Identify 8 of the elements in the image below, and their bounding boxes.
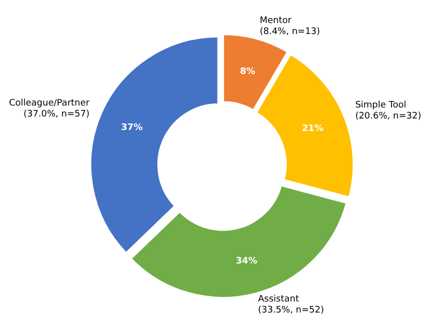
slice-label: Simple Tool (20.6%, n=32) — [355, 100, 422, 122]
data-label: 37% — [121, 123, 143, 134]
slice-label: Assistant (33.5%, n=52) — [258, 294, 324, 316]
data-label: 21% — [302, 124, 324, 134]
data-label: 8% — [240, 66, 256, 77]
slice-label: Colleague/Partner (37.0%, n=57) — [8, 99, 90, 120]
slice-label: Mentor (8.4%, n=13) — [260, 16, 320, 38]
data-label: 34% — [236, 256, 258, 266]
